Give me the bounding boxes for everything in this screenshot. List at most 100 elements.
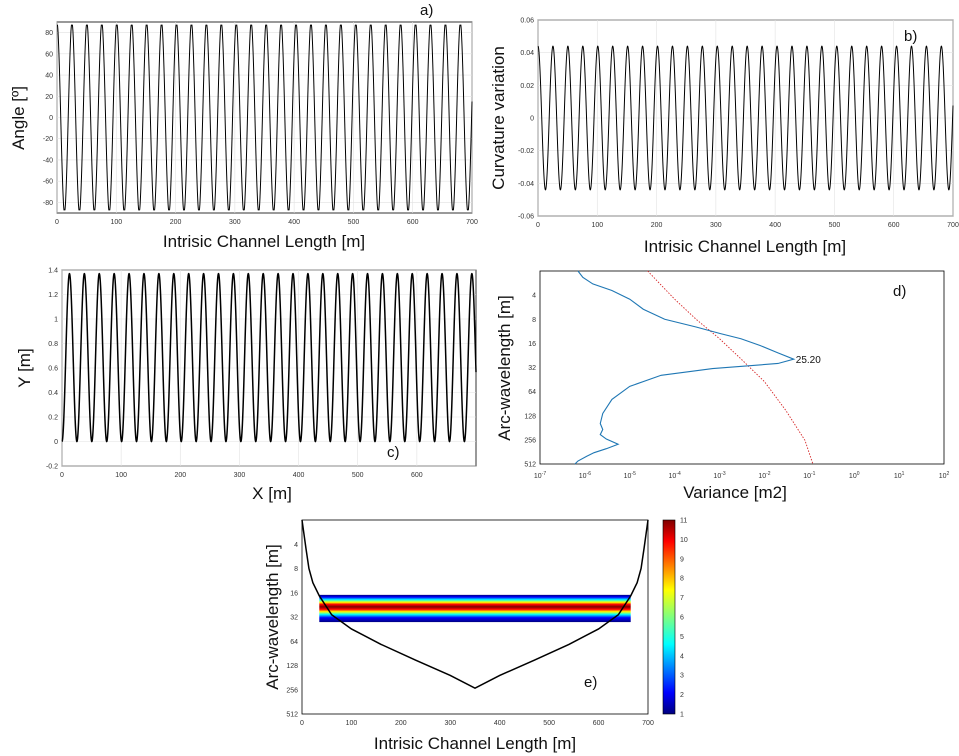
x-tick-label: 100 xyxy=(346,720,358,727)
x-tick-label: 0 xyxy=(300,720,304,727)
colorbar-tick-label: 4 xyxy=(680,653,684,660)
x-tick-label: 200 xyxy=(651,222,663,229)
y-tick-label: 64 xyxy=(528,389,536,396)
y-tick-label: 512 xyxy=(524,462,536,469)
x-tick-label: 600 xyxy=(888,222,900,229)
x-tick-label: 500 xyxy=(348,219,360,226)
x-tick-label: 100 xyxy=(849,471,860,480)
y-tick-labels: 4 8 16 32 64 128 256 512 xyxy=(524,293,536,469)
x-tick-label: 600 xyxy=(407,219,419,226)
panel-label: b) xyxy=(904,28,917,45)
x-tick-labels: 0 100 200 300 400 500 600 700 xyxy=(536,222,959,229)
y-tick-label: -0.2 xyxy=(46,464,58,471)
y-tick-label: 0 xyxy=(49,115,53,122)
y-tick-label: 256 xyxy=(286,687,298,694)
colorbar-tick-label: 10 xyxy=(680,537,688,544)
y-tick-label: 4 xyxy=(294,542,298,549)
colorbar-tick-label: 3 xyxy=(680,673,684,680)
x-axis-label: Intrisic Channel Length [m] xyxy=(374,734,576,753)
x-tick-label: 300 xyxy=(234,472,246,479)
x-tick-label: 0 xyxy=(60,472,64,479)
y-tick-label: 60 xyxy=(45,51,53,58)
y-tick-label: 32 xyxy=(528,365,536,372)
x-tick-label: 400 xyxy=(293,472,305,479)
y-tick-label: 20 xyxy=(45,94,53,101)
y-tick-label: 1.2 xyxy=(48,292,58,299)
y-tick-label: 0.8 xyxy=(48,341,58,348)
x-tick-label: 10-4 xyxy=(669,471,681,480)
panel-label: a) xyxy=(420,2,433,19)
x-tick-labels: 0 100 200 300 400 500 600 700 xyxy=(300,720,654,727)
x-tick-label: 700 xyxy=(947,222,959,229)
y-tick-label: -0.06 xyxy=(518,214,534,221)
x-tick-label: 200 xyxy=(395,720,407,727)
panel-b: 0 100 200 300 400 500 600 700 -0.06-0.04-0.0200… xyxy=(489,18,959,257)
x-tick-label: 400 xyxy=(288,219,300,226)
y-tick-label: 40 xyxy=(45,73,53,80)
x-tick-label: 100 xyxy=(591,222,603,229)
x-tick-label: 10-5 xyxy=(624,471,636,480)
y-tick-label: 0.04 xyxy=(520,50,534,57)
x-tick-label: 500 xyxy=(352,472,364,479)
panel-e: 0 100 200 300 400 500 600 700 48163264128256512… xyxy=(263,518,688,754)
y-tick-label: 8 xyxy=(532,317,536,324)
y-tick-label: 0 xyxy=(54,439,58,446)
x-tick-label: 600 xyxy=(411,472,423,479)
y-tick-labels: 4 8 16 32 64 128 256 512 xyxy=(286,542,298,719)
x-tick-label: 300 xyxy=(444,720,456,727)
y-tick-label: 1 xyxy=(54,317,58,324)
x-tick-label: 700 xyxy=(642,720,654,727)
colorbar xyxy=(662,519,676,715)
panel-label: d) xyxy=(893,283,906,300)
y-tick-label: 128 xyxy=(524,413,536,420)
colorbar-tick-label: 9 xyxy=(680,556,684,563)
y-tick-label: 16 xyxy=(290,590,298,597)
y-tick-label: -20 xyxy=(43,136,53,143)
y-tick-label: 128 xyxy=(286,663,298,670)
x-tick-labels: 0 100 200 300 400 500 600 700 xyxy=(55,219,478,226)
plot-frame xyxy=(539,270,945,465)
y-tick-label: 512 xyxy=(286,712,298,719)
x-tick-label: 0 xyxy=(55,219,59,226)
power-band xyxy=(319,594,631,623)
y-axis-label: Angle [º] xyxy=(9,86,28,150)
x-tick-label: 700 xyxy=(466,219,478,226)
y-tick-labels: -0.2 0 0.2 0.4 0.6 0.8 1 1.2 1.4 xyxy=(46,268,58,471)
colorbar-tick-label: 8 xyxy=(680,576,684,583)
x-tick-label: 200 xyxy=(170,219,182,226)
y-tick-label: 32 xyxy=(290,615,298,622)
x-axis-label: Intrisic Channel Length [m] xyxy=(163,232,365,251)
x-tick-label: 10-2 xyxy=(758,471,770,480)
y-tick-label: 0.06 xyxy=(520,18,534,25)
panel-d: 10-7 10-6 10-5 10-4 10-3 10-2 10-1 100 101 102 4 8… xyxy=(495,270,950,502)
y-tick-label: 1.4 xyxy=(48,268,58,275)
series-line xyxy=(57,24,473,211)
x-tick-label: 600 xyxy=(593,720,605,727)
x-axis-label: X [m] xyxy=(252,484,292,503)
x-axis-label: Intrisic Channel Length [m] xyxy=(644,237,846,256)
cone-of-influence xyxy=(301,519,649,690)
x-tick-label: 100 xyxy=(115,472,127,479)
y-tick-label: 256 xyxy=(524,437,536,444)
colorbar-tick-label: 2 xyxy=(680,692,684,699)
y-tick-label: -0.02 xyxy=(518,148,534,155)
x-tick-label: 400 xyxy=(494,720,506,727)
y-tick-labels: -80 -60 -40 -20 0 20 40 60 80 xyxy=(43,30,53,207)
x-axis-label: Variance [m2] xyxy=(683,483,787,502)
x-tick-label: 10-7 xyxy=(534,471,546,480)
x-tick-label: 101 xyxy=(894,471,905,480)
colorbar-tick-label: 7 xyxy=(680,595,684,602)
colorbar-tick-labels: 1 2 3 4 5 6 7 8 9 10 11 xyxy=(680,518,688,719)
panel-c: 0 100 200 300 400 500 600 -0.200.20.40.60.811.… xyxy=(15,268,477,503)
y-tick-label: 0 xyxy=(530,116,534,123)
y-tick-label: -0.04 xyxy=(518,181,534,188)
x-tick-label: 500 xyxy=(543,720,555,727)
colorbar-tick-label: 6 xyxy=(680,615,684,622)
y-tick-label: 0.2 xyxy=(48,415,58,422)
y-tick-label: 4 xyxy=(532,293,536,300)
y-tick-label: 0.4 xyxy=(48,390,58,397)
y-axis-label: Arc-wavelength [m] xyxy=(495,295,514,441)
colorbar-tick-label: 11 xyxy=(680,518,687,525)
y-tick-label: 0.02 xyxy=(520,83,534,90)
